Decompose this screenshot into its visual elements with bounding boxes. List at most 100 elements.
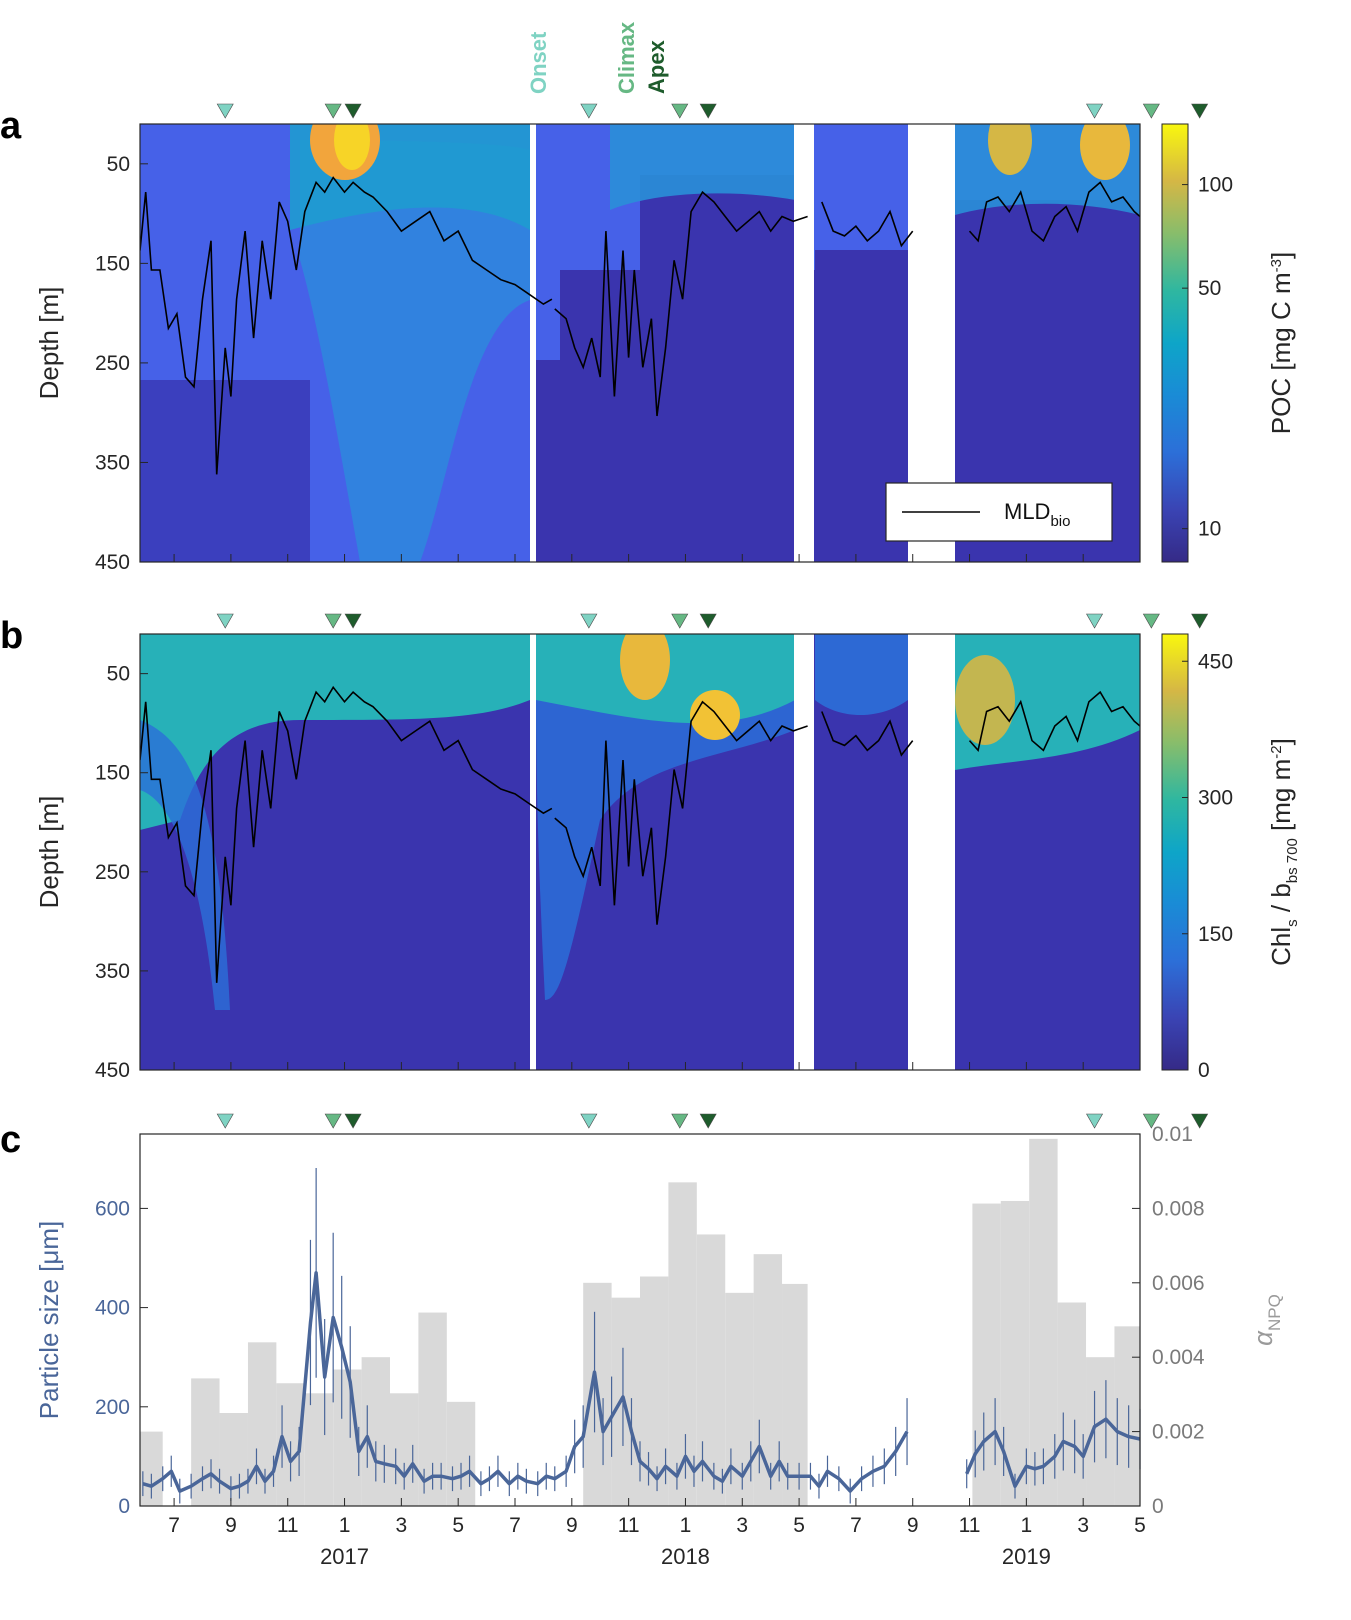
plot-frame-a	[139, 123, 1141, 563]
y-tick-label: 350	[95, 960, 130, 983]
x-tick-label: 5	[1134, 1514, 1146, 1537]
npq-bar	[640, 1276, 669, 1506]
colorbar-label-a-main: POC [mg C m	[1266, 272, 1296, 434]
y-tick-label-left: 0	[118, 1495, 130, 1518]
x-tick-label: 7	[509, 1514, 521, 1537]
npq-bar	[191, 1378, 220, 1506]
y-tick-label-left: 200	[95, 1396, 130, 1419]
colorbar-tick-label: 0	[1198, 1059, 1210, 1082]
heatmap-hotspot-b2	[690, 690, 740, 740]
npq-bar	[668, 1182, 697, 1506]
x-tick-label: 9	[566, 1514, 578, 1537]
colorbar-tick-label: 150	[1198, 923, 1233, 946]
y-ticks-right-c: 0 0.002 0.004 0.006 0.008 0.01	[1132, 1123, 1205, 1518]
x-tick-label: 9	[907, 1514, 919, 1537]
x-tick-label: 5	[793, 1514, 805, 1537]
year-label: 2017	[320, 1544, 369, 1569]
y-ticks-left-c: 0 200 400 600	[95, 1197, 148, 1518]
climax-marker	[671, 103, 689, 119]
y-tick-label-right: 0.008	[1152, 1197, 1205, 1220]
colorbar-tick-label: 50	[1198, 277, 1221, 300]
npq-bar	[1029, 1138, 1058, 1506]
legend-label-main: MLD	[1004, 499, 1050, 524]
y-axis-label-a: Depth [m]	[34, 287, 64, 400]
apex-marker	[699, 103, 717, 119]
onset-marker	[580, 1113, 598, 1129]
onset-marker	[1086, 1113, 1104, 1129]
colorbar-tick-label: 450	[1198, 650, 1233, 673]
mld-bio-line-b	[140, 685, 1140, 983]
y-axis-label-right-main: α	[1248, 1330, 1278, 1346]
colorbar-label-b-part-3: bs 700	[1284, 838, 1301, 883]
y-tick-label: 250	[95, 352, 130, 375]
event-markers-c	[216, 1113, 1209, 1129]
climax-marker	[1142, 613, 1160, 629]
heatmap-upper-2017	[140, 634, 530, 830]
colorbar-tick-label: 300	[1198, 787, 1233, 810]
plot-frame-b	[139, 633, 1141, 1071]
x-tick-label: 7	[850, 1514, 862, 1537]
colorbar-ticks-b: 450 300 150 0	[1182, 650, 1233, 1082]
x-ticks-c: 7 9 11 1 3 5 7 9 11 1 3 5 7 9 11 1 3 5	[168, 1498, 1146, 1537]
onset-marker	[216, 613, 234, 629]
event-markers-b	[216, 613, 1209, 629]
colorbar-label-b-part-1: s	[1284, 919, 1301, 927]
heatmap-hotspot-3	[988, 124, 1032, 175]
colorbar-label-a-sup: -3	[1268, 259, 1285, 272]
onset-marker	[1086, 103, 1104, 119]
y-tick-label: 450	[95, 1059, 130, 1082]
colorbar-label-b: Chls / bbs 700 [mg m-2]	[1266, 738, 1301, 966]
npq-bar	[1086, 1357, 1115, 1506]
panel-letter-a: a	[0, 105, 22, 147]
colorbar-b	[1161, 633, 1189, 1071]
apex-marker	[699, 613, 717, 629]
apex-marker	[1191, 103, 1209, 119]
event-label-climax: Climax	[614, 21, 639, 94]
npq-bar	[1057, 1302, 1087, 1506]
onset-marker	[216, 103, 234, 119]
data-gap-1	[530, 124, 536, 562]
panel-c: c 0 200 400 600 0 0.002 0.004 0.006 0.008 0.01 7…	[0, 1113, 1284, 1569]
apex-marker	[1191, 1113, 1209, 1129]
colorbar-label-b-part-4: [mg m	[1266, 759, 1296, 838]
npq-bar	[1114, 1326, 1140, 1506]
apex-marker	[344, 613, 362, 629]
colorbar-tick-label: 10	[1198, 518, 1221, 541]
panel-b: b 50 150 250 350 450 Depth [m] 450 300 150 0 Ch…	[0, 613, 1301, 1082]
climax-marker	[671, 613, 689, 629]
colorbar-label-a: POC [mg C m-3]	[1266, 252, 1296, 434]
onset-marker	[1086, 613, 1104, 629]
npq-bar	[304, 1393, 334, 1506]
legend-label-sub: bio	[1050, 513, 1070, 530]
year-labels: 2017 2018 2019	[320, 1544, 1051, 1569]
chl-bbs-heatmap	[140, 634, 1140, 1070]
data-gap-2	[794, 124, 814, 562]
y-tick-label: 150	[95, 252, 130, 275]
colorbar-label-a-end: ]	[1266, 252, 1296, 259]
colorbar-label-b-part-2: / b	[1266, 883, 1296, 919]
onset-marker	[580, 613, 598, 629]
y-tick-label-left: 600	[95, 1197, 130, 1220]
y-axis-label-right-c: αNPQ	[1248, 1294, 1284, 1346]
y-ticks-b: 50 150 250 350 450	[95, 663, 1141, 1082]
npq-bar	[247, 1342, 277, 1506]
y-tick-label: 350	[95, 451, 130, 474]
legend: MLDbio	[885, 482, 1113, 542]
apex-marker	[344, 1113, 362, 1129]
climax-marker	[324, 1113, 342, 1129]
plot-frame-c	[139, 1133, 1141, 1507]
y-axis-label-left-c: Particle size [μm]	[34, 1221, 64, 1419]
year-label: 2018	[661, 1544, 710, 1569]
heatmap-upper-gap-region	[815, 634, 908, 715]
heatmap-hotspot-4	[1080, 124, 1130, 180]
event-markers-a	[216, 103, 1209, 119]
climax-marker	[324, 103, 342, 119]
onset-marker	[580, 103, 598, 119]
colorbar-label-b-part-0: Chl	[1266, 927, 1296, 966]
mld-bio-line-a	[140, 176, 1140, 475]
colorbar-label-b-part-5: -2	[1268, 745, 1285, 758]
apex-marker	[344, 103, 362, 119]
y-tick-label-right: 0.01	[1152, 1123, 1193, 1146]
colorbar-label-b-part-6: ]	[1266, 738, 1296, 745]
heatmap-bloom-column-2017	[300, 140, 530, 562]
